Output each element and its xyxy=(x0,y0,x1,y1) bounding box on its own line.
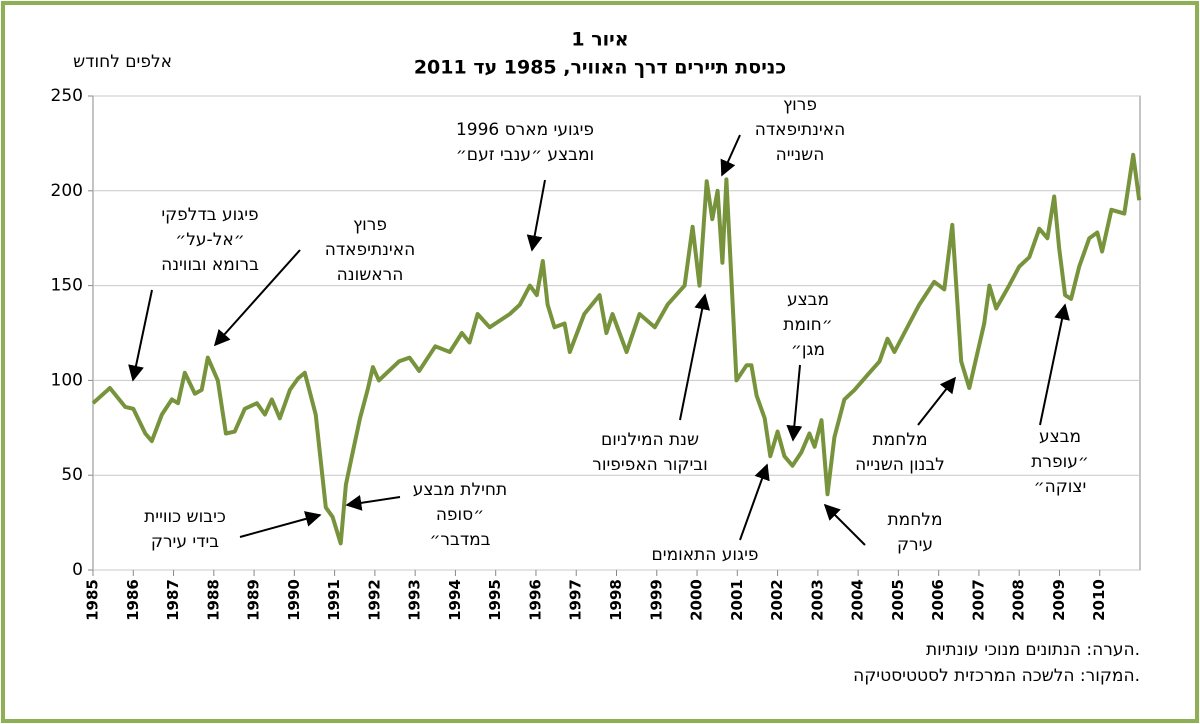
x-tick-label: 1991 xyxy=(325,579,343,621)
annotation-arrow xyxy=(786,364,803,442)
x-tick-label: 1988 xyxy=(204,579,222,621)
annotation: האינתיפאדה xyxy=(755,120,845,140)
x-tick-label: 1986 xyxy=(124,579,142,621)
annotation: במדבר״ xyxy=(429,530,490,550)
annotation-arrow xyxy=(720,134,741,177)
annotation-arrow xyxy=(679,293,711,421)
annotation: עירק xyxy=(897,535,933,555)
annotation: מלחמת xyxy=(887,510,942,530)
annotation: ״חומת xyxy=(783,315,832,335)
x-tick-label: 1995 xyxy=(486,579,504,621)
x-tick-label: 1997 xyxy=(567,579,585,621)
x-tick-label: 1993 xyxy=(406,579,424,621)
y-tick-label: 150 xyxy=(51,276,83,296)
annotation: יצוקה״ xyxy=(1034,477,1087,497)
annotation: בידי עירק xyxy=(151,532,219,552)
annotation-arrow xyxy=(345,494,401,511)
annotation-arrow xyxy=(1039,303,1070,426)
annotation: ״עופרת xyxy=(1031,452,1089,472)
x-tick-label: 1994 xyxy=(446,579,464,621)
x-tick-label: 1996 xyxy=(526,579,544,621)
x-tick-label: 1985 xyxy=(84,579,102,621)
annotation-arrow xyxy=(823,503,866,546)
x-tick-label: 2004 xyxy=(849,579,867,621)
annotation-arrow xyxy=(239,511,322,538)
annotation: מבצע xyxy=(1039,427,1081,447)
annotation: מגן״ xyxy=(791,340,825,360)
x-tick-label: 2006 xyxy=(929,579,947,621)
x-tick-label: 2001 xyxy=(728,579,746,621)
x-tick-label: 2000 xyxy=(688,579,706,621)
annotation: פיגוע התאומים xyxy=(651,545,758,565)
annotation: פיגוע בדלפקי xyxy=(161,205,258,225)
source: המקור: הלשכה המרכזית לסטטיסטיקה. xyxy=(853,666,1140,686)
annotation: השנייה xyxy=(776,145,825,165)
annotation: מבצע xyxy=(787,290,829,310)
x-tick-label: 2009 xyxy=(1050,579,1068,621)
x-tick-label: 1999 xyxy=(647,579,665,621)
annotation-arrow xyxy=(526,179,546,252)
annotation: פרוץ xyxy=(783,95,817,115)
annotation: לבנון השנייה xyxy=(855,455,945,475)
y-tick-label: 250 xyxy=(51,86,83,106)
annotation: פרוץ xyxy=(353,215,387,235)
annotation: כיבוש כוויית xyxy=(144,507,226,527)
annotation: תחילת מבצע xyxy=(413,480,507,500)
x-tick-label: 2007 xyxy=(969,579,987,621)
chart-title: איור 1 xyxy=(571,29,628,51)
annotation-arrow xyxy=(128,289,153,382)
annotation-arrow xyxy=(739,463,770,541)
annotation: מלחמת xyxy=(872,430,927,450)
annotation-arrow xyxy=(917,376,956,426)
y-tick-label: 50 xyxy=(61,465,83,485)
annotation: הראשונה xyxy=(337,265,404,285)
annotation-arrow xyxy=(213,249,301,347)
series-line xyxy=(91,152,1142,546)
x-tick-label: 2008 xyxy=(1010,579,1028,621)
x-tick-label: 2010 xyxy=(1090,579,1108,621)
y-axis-label: אלפים לחודש xyxy=(73,52,172,72)
annotation: וביקור האפיפיור xyxy=(592,455,708,475)
x-tick-label: 1987 xyxy=(164,579,182,621)
annotation: ״סופה xyxy=(436,505,484,525)
annotation: ברומא ובווינה xyxy=(161,255,259,275)
y-tick-label: 200 xyxy=(51,181,83,201)
chart-subtitle: כניסת תיירים דרך האוויר, 1985 עד 2011 xyxy=(414,57,786,79)
x-tick-label: 1992 xyxy=(365,579,383,621)
y-tick-label: 0 xyxy=(72,560,83,580)
annotation: האינתיפאדה xyxy=(325,240,415,260)
x-tick-label: 1998 xyxy=(607,579,625,621)
note: הערה: הנתונים מנוכי עונתיות. xyxy=(926,640,1140,660)
annotation: פיגועי מארס 1996 xyxy=(456,120,594,140)
x-tick-label: 1990 xyxy=(285,579,303,621)
annotation: שנת המילניום xyxy=(601,430,699,450)
y-tick-label: 100 xyxy=(51,370,83,390)
x-tick-label: 2003 xyxy=(808,579,826,621)
x-tick-label: 1989 xyxy=(245,579,263,621)
x-tick-label: 2005 xyxy=(889,579,907,621)
annotation: ״אל-על״ xyxy=(175,230,244,250)
x-tick-label: 2002 xyxy=(768,579,786,621)
annotation: ומבצע ״ענבי זעם״ xyxy=(456,145,594,165)
